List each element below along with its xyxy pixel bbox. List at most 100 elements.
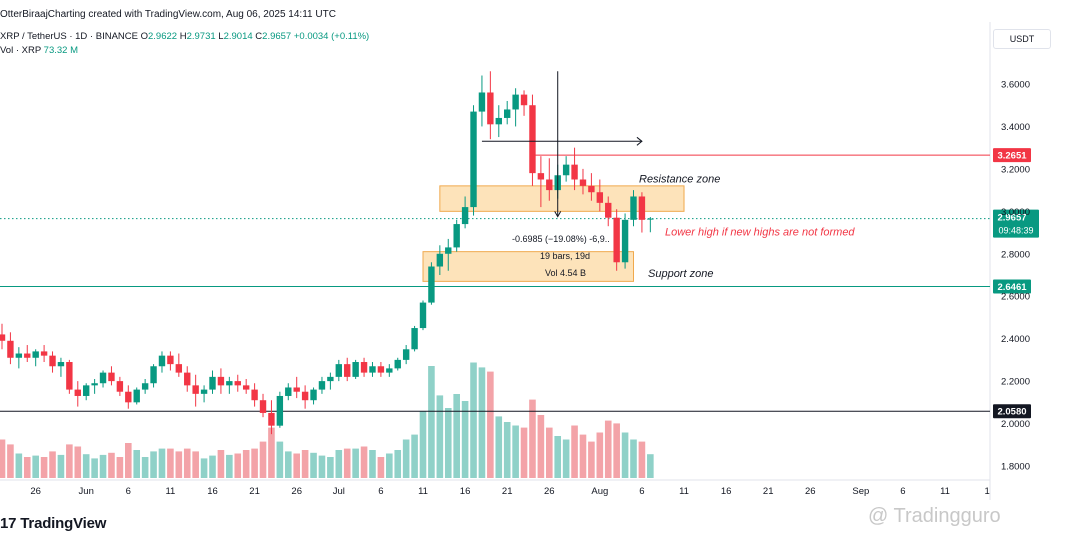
volume-bar [209,455,216,478]
candle-body [428,266,435,303]
candle-body [268,412,275,426]
volume-bar [310,452,317,478]
volume-bar [377,457,385,478]
volume-bar [15,453,23,478]
time-tick-label: 16 [207,486,218,497]
volume-bar [158,448,166,478]
candle-body [537,173,545,180]
candle-body [402,349,410,360]
time-tick-label: 21 [502,486,513,497]
volume-bar [318,455,326,478]
price-tick-label: 2.4000 [1001,334,1030,345]
volume-bar [520,427,528,478]
candle-body [285,387,292,396]
volume-bar [470,362,477,478]
time-tick-label: Aug [591,486,608,497]
volume-bar [0,439,6,478]
candle-body [293,387,300,392]
open-value: 2.9622 [148,31,178,42]
volume-bar [242,450,250,478]
low-value: 2.9014 [223,31,253,42]
candle-body [276,395,284,426]
candle-body [167,355,174,365]
measure-arrow-down-icon [554,211,562,218]
volume-bar [638,441,646,478]
time-tick-label: 6 [126,486,131,497]
tradingview-mark-icon: 17 [0,515,17,532]
candle-body [200,389,208,394]
candle-body [234,381,241,386]
candle-body [377,366,385,373]
volume-bar [571,425,578,478]
candle-body [175,364,183,373]
candle-body [352,362,359,377]
chart-byline: OtterBiraajCharting created with Trading… [0,9,336,20]
candle-body [605,202,612,218]
price-tick-label: 3.6000 [1001,80,1030,91]
candle-body [74,389,81,396]
candle-body [251,389,258,401]
volume-label: Vol · XRP [0,45,42,56]
low-label: L [218,31,224,42]
candle-body [32,351,39,358]
candle-body [301,391,309,401]
volume-bar [175,451,183,478]
currency-button[interactable]: USDT [993,29,1051,49]
volume-bar [82,454,90,478]
price-tick-label: 2.8000 [1001,249,1030,260]
volume-bar [411,434,418,478]
volume-bar [621,432,629,478]
volume-bar [596,432,604,478]
candle-body [7,340,14,358]
watermark: @ Tradingguro [868,505,1001,528]
candle-body [647,218,654,220]
measure-label-volume: Vol 4.54 B [545,268,586,278]
candle-body [327,376,334,382]
candle-body [242,385,250,390]
time-tick-label: 26 [805,486,816,497]
time-axis: 26 Jun 6 11 16 21 26 Jul 6 11 16 21 26 Aug 6 11 16 21 26 Se… [30,486,989,497]
volume-legend[interactable]: Vol · XRP 73.32 M [0,45,78,56]
candle-body [133,389,140,403]
volume-bar [579,434,587,478]
candle-body [318,381,326,390]
candle-body [360,362,368,373]
horizontal-levels: 3.2651 2.6461 2.0580 2.9657 09:48:39 [0,148,1039,419]
candle-body [386,368,393,373]
volume-bar [529,399,536,478]
time-tick-label: 1 [984,486,989,497]
candles [0,71,654,435]
candle-body [116,381,124,392]
candle-body [529,105,536,174]
time-tick-label: 26 [544,486,555,497]
candle-body [579,179,587,186]
base-level-tag [993,404,1031,419]
volume-bar [360,446,368,478]
measure-label-change: -0.6985 (−19.08%) -6,9.. [512,234,610,244]
volume-bar [630,439,637,478]
watermark-text: @ Tradingguro [868,505,1001,527]
candle-body [613,217,620,263]
countdown-label: 09:48:39 [998,226,1033,236]
high-value: 2.9731 [186,31,216,42]
tradingview-logo[interactable]: 17 TradingView [0,515,106,532]
time-tick-label: 21 [763,486,774,497]
volume-bar [23,457,31,478]
candle-body [478,92,486,112]
volume-bar [7,444,14,478]
volume-bar [428,366,435,478]
volume-bar [125,443,132,478]
candle-body [24,353,31,358]
volume-bar [217,450,225,478]
symbol-legend[interactable]: XRP / TetherUS · 1D · BINANCE O2.9622 H2… [0,31,369,42]
candle-body [621,219,629,263]
time-tick-label: 6 [900,486,905,497]
volume-bar [512,425,519,478]
volume-bar [99,454,107,478]
volume-bar [394,450,402,478]
volume-bar [141,457,149,478]
candle-body [259,400,267,413]
volume-bar [259,441,267,478]
symbol-name[interactable]: XRP / TetherUS · 1D · BINANCE [0,31,138,42]
